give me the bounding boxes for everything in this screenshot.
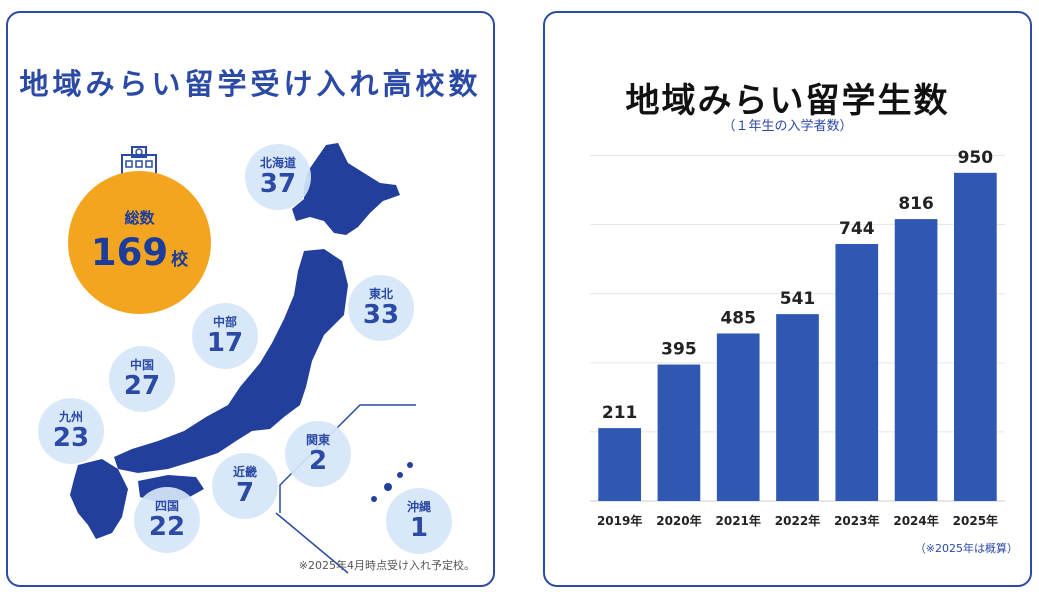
- region-kinki: 近畿 7: [212, 453, 278, 519]
- region-name: 沖縄: [406, 500, 431, 514]
- x-tick-label: 2020年: [656, 513, 701, 528]
- total-label: 総数: [124, 209, 155, 227]
- bar-2021年: [716, 333, 760, 501]
- total-unit: 校: [171, 250, 189, 270]
- region-count: 7: [235, 478, 255, 508]
- x-tick-label: 2021年: [716, 513, 761, 528]
- region-name: 北海道: [259, 156, 296, 170]
- map-footnote: ※2025年4月時点受け入れ予定校。: [298, 559, 475, 572]
- region-count: 23: [52, 423, 90, 453]
- data-label: 395: [661, 340, 697, 360]
- region-count: 1: [409, 513, 429, 543]
- chart-footnote: （※2025年は概算）: [914, 542, 1018, 555]
- region-count: 37: [259, 169, 297, 199]
- data-label: 744: [839, 219, 875, 239]
- x-tick-label: 2019年: [597, 513, 642, 528]
- region-name: 東北: [368, 287, 393, 301]
- region-name: 中部: [212, 315, 237, 329]
- region-name: 関東: [305, 433, 330, 447]
- region-count: 27: [123, 371, 161, 401]
- data-label: 950: [958, 148, 994, 168]
- data-label: 816: [898, 194, 934, 214]
- bar-2019年: [598, 428, 641, 501]
- school-building-icon: [121, 146, 157, 176]
- region-shikoku: 四国 22: [134, 487, 200, 553]
- region-name: 四国: [154, 499, 179, 513]
- region-count: 33: [362, 300, 400, 330]
- region-hokkaido: 北海道 37: [245, 144, 311, 210]
- data-label: 485: [720, 308, 756, 328]
- total-schools-badge: 総数 169 校: [68, 171, 211, 314]
- region-name: 九州: [58, 410, 83, 424]
- x-tick-label: 2022年: [775, 513, 820, 528]
- region-count: 2: [308, 446, 328, 476]
- chart-subtitle: （１年生の入学者数）: [722, 119, 853, 134]
- bar-2020年: [657, 364, 701, 501]
- x-tick-label: 2025年: [953, 513, 998, 528]
- region-count: 22: [148, 512, 186, 542]
- bar-chart: 211 2019年 395 2020年 485 2021年 541 2022年 744 2023年…: [590, 148, 1005, 528]
- region-name: 中国: [129, 358, 154, 372]
- bar-2025年: [954, 172, 997, 501]
- x-tick-label: 2024年: [893, 513, 938, 528]
- bar-2024年: [894, 219, 938, 502]
- region-kyushu: 九州 23: [38, 398, 104, 464]
- region-count: 17: [206, 328, 244, 358]
- x-tick-label: 2023年: [834, 513, 879, 528]
- region-tohoku: 東北 33: [348, 275, 414, 341]
- region-name: 近畿: [232, 465, 257, 479]
- chart-panel: 地域みらい留学生数 （１年生の入学者数） 211 2019年 395 2020年 485…: [543, 11, 1032, 587]
- total-number: 169: [90, 231, 169, 274]
- bar-2023年: [835, 243, 879, 501]
- data-label: 211: [602, 403, 638, 423]
- map-title: 地域みらい留学受け入れ高校数: [19, 67, 482, 101]
- map-panel: 地域みらい留学受け入れ高校数 総数 169 校 北海道 37: [6, 11, 495, 587]
- region-kanto: 関東 2: [285, 421, 351, 487]
- total-value: 169 校: [68, 231, 211, 274]
- chart-title: 地域みらい留学生数: [625, 81, 950, 121]
- bar-2022年: [776, 314, 819, 501]
- region-okinawa: 沖縄 1: [386, 488, 452, 554]
- data-label: 541: [780, 289, 816, 309]
- region-chubu: 中部 17: [192, 303, 258, 369]
- region-chugoku: 中国 27: [109, 346, 175, 412]
